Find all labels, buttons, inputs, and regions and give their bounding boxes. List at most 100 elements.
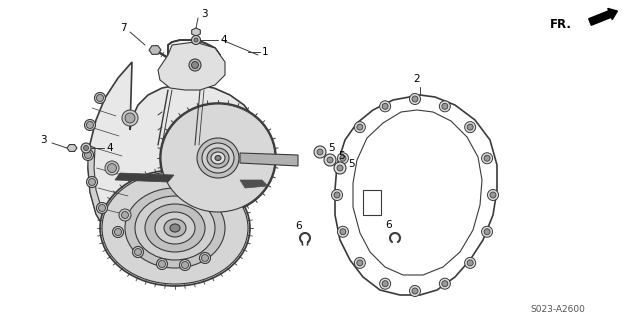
Ellipse shape (160, 103, 276, 213)
Ellipse shape (207, 148, 229, 168)
Circle shape (382, 103, 388, 109)
Circle shape (86, 122, 93, 129)
Circle shape (334, 162, 346, 174)
Circle shape (355, 122, 365, 133)
Polygon shape (363, 190, 381, 215)
FancyArrow shape (589, 8, 618, 25)
Circle shape (410, 286, 420, 296)
Circle shape (490, 192, 496, 198)
Circle shape (357, 260, 363, 266)
Polygon shape (88, 145, 160, 268)
Ellipse shape (100, 170, 250, 286)
Circle shape (95, 93, 106, 103)
Ellipse shape (161, 104, 275, 212)
Circle shape (324, 154, 336, 166)
Ellipse shape (102, 172, 248, 284)
Text: FR.: FR. (550, 18, 572, 31)
Text: 2: 2 (413, 74, 420, 84)
Text: S023-A2600: S023-A2600 (530, 306, 585, 315)
Circle shape (134, 249, 141, 256)
Text: 7: 7 (120, 23, 127, 33)
Circle shape (484, 155, 490, 161)
Circle shape (132, 247, 143, 257)
Circle shape (83, 150, 93, 160)
Circle shape (191, 62, 198, 69)
Circle shape (467, 124, 473, 130)
Circle shape (84, 152, 92, 159)
Circle shape (380, 101, 390, 112)
Polygon shape (335, 95, 497, 295)
Polygon shape (168, 40, 220, 74)
Circle shape (314, 146, 326, 158)
Ellipse shape (145, 204, 205, 252)
Circle shape (439, 278, 451, 289)
Ellipse shape (125, 188, 225, 268)
Circle shape (86, 176, 97, 188)
Text: 3: 3 (40, 135, 47, 145)
Circle shape (179, 259, 191, 271)
Circle shape (465, 257, 476, 268)
Text: 6: 6 (295, 221, 301, 231)
Circle shape (442, 281, 448, 287)
Circle shape (182, 262, 189, 269)
Circle shape (83, 145, 88, 151)
Circle shape (412, 96, 418, 102)
Polygon shape (67, 145, 77, 152)
Circle shape (88, 179, 95, 186)
Text: 1: 1 (262, 47, 269, 57)
Circle shape (412, 288, 418, 294)
Circle shape (108, 164, 116, 173)
Circle shape (81, 143, 91, 153)
Text: 4: 4 (106, 143, 113, 153)
Circle shape (189, 59, 201, 71)
Polygon shape (191, 28, 200, 36)
Text: 3: 3 (201, 9, 207, 19)
Circle shape (481, 153, 493, 164)
Circle shape (115, 228, 122, 235)
Circle shape (125, 113, 135, 123)
Polygon shape (240, 153, 298, 166)
Polygon shape (240, 180, 268, 188)
Text: 5: 5 (328, 143, 335, 153)
Circle shape (119, 209, 131, 221)
Ellipse shape (202, 143, 234, 173)
Text: 4: 4 (220, 35, 227, 45)
Circle shape (191, 35, 200, 44)
Circle shape (157, 258, 168, 270)
Circle shape (340, 155, 346, 161)
Circle shape (122, 110, 138, 126)
Circle shape (122, 211, 129, 219)
Circle shape (442, 103, 448, 109)
Ellipse shape (211, 152, 225, 164)
Circle shape (488, 189, 499, 201)
Circle shape (355, 257, 365, 268)
Ellipse shape (155, 212, 195, 244)
Circle shape (439, 101, 451, 112)
Polygon shape (149, 46, 161, 54)
Circle shape (380, 278, 390, 289)
Circle shape (410, 93, 420, 105)
Circle shape (467, 260, 473, 266)
Circle shape (382, 281, 388, 287)
Circle shape (337, 153, 348, 164)
Circle shape (159, 261, 166, 268)
Ellipse shape (215, 155, 221, 160)
Circle shape (84, 120, 95, 130)
Polygon shape (115, 173, 174, 182)
Circle shape (327, 157, 333, 163)
Circle shape (105, 161, 119, 175)
Circle shape (357, 124, 363, 130)
Ellipse shape (170, 224, 180, 232)
Circle shape (332, 189, 342, 201)
Circle shape (317, 149, 323, 155)
Circle shape (340, 229, 346, 235)
Circle shape (334, 192, 340, 198)
Circle shape (481, 226, 493, 237)
Circle shape (97, 203, 108, 213)
Circle shape (337, 165, 343, 171)
Circle shape (337, 226, 348, 237)
Ellipse shape (135, 196, 215, 260)
Text: 5: 5 (348, 159, 355, 169)
Circle shape (99, 204, 106, 211)
Text: 5: 5 (338, 151, 344, 161)
